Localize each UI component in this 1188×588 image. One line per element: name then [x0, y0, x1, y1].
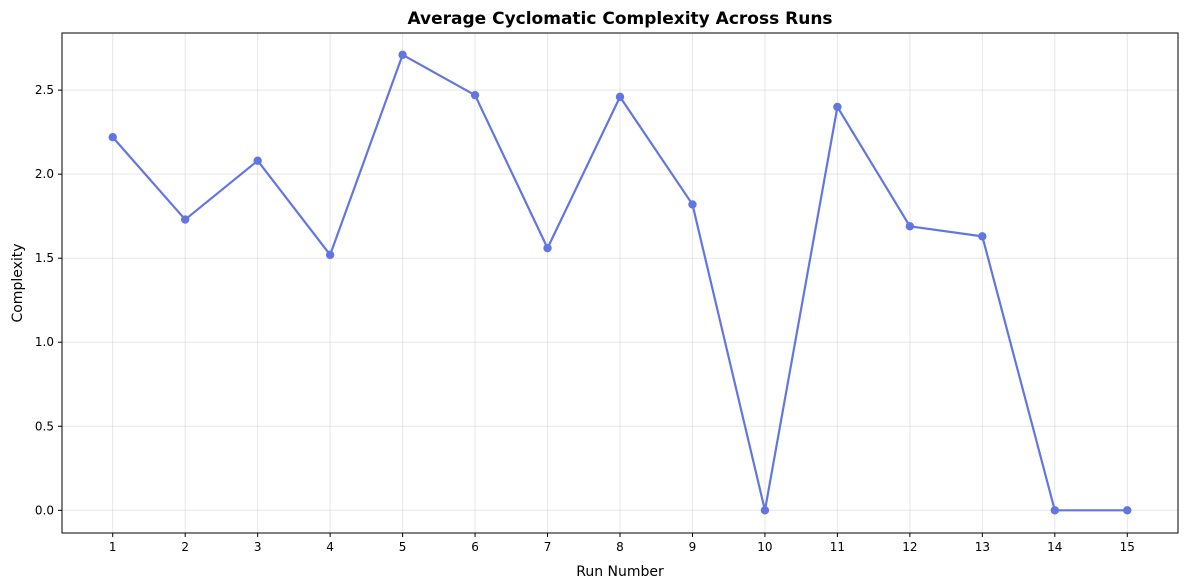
x-tick-label: 11: [830, 540, 845, 554]
data-point: [615, 92, 625, 102]
y-tick-label: 1.5: [35, 251, 54, 265]
grid: [62, 33, 1178, 533]
chart-title: Average Cyclomatic Complexity Across Run…: [407, 9, 832, 29]
x-tick-label: 3: [254, 540, 262, 554]
y-axis-ticks: 0.0 0.5 1.0 1.5 2.0 2.5: [35, 83, 62, 517]
x-tick-label: 10: [757, 540, 772, 554]
y-tick-label: 2.0: [35, 167, 54, 181]
data-point: [398, 50, 407, 60]
data-point: [180, 215, 190, 224]
x-tick-label: 7: [544, 540, 552, 554]
data-point: [253, 156, 262, 165]
y-axis-label: Complexity: [10, 243, 26, 322]
data-point: [978, 232, 987, 241]
x-tick-label: 5: [399, 540, 407, 554]
y-tick-label: 0.5: [35, 419, 54, 433]
data-point: [833, 102, 842, 112]
data-point: [470, 90, 480, 100]
y-tick-label: 2.5: [35, 83, 54, 97]
data-point: [325, 250, 335, 260]
x-tick-label: 14: [1047, 540, 1062, 554]
x-axis-ticks: 1 2 3 4 5 6 7 8 9 10 11 12 13 14 15: [109, 533, 1135, 554]
data-point: [760, 506, 770, 515]
x-tick-label: 12: [902, 540, 917, 554]
data-point: [108, 133, 117, 142]
series-layer: [108, 50, 1132, 515]
x-tick-label: 15: [1120, 540, 1135, 554]
y-tick-label: 1.0: [35, 335, 54, 349]
y-tick-label: 0.0: [35, 503, 54, 517]
x-tick-label: 13: [975, 540, 990, 554]
x-tick-label: 8: [616, 540, 624, 554]
x-tick-label: 4: [326, 540, 334, 554]
x-tick-label: 1: [109, 540, 117, 554]
data-point: [543, 243, 552, 253]
x-axis-label: Run Number: [576, 564, 664, 580]
data-point: [688, 200, 697, 209]
x-tick-label: 2: [181, 540, 189, 554]
x-tick-label: 6: [471, 540, 479, 554]
data-point: [1050, 506, 1060, 515]
data-point: [905, 222, 915, 231]
x-tick-label: 9: [689, 540, 697, 554]
data-point: [1123, 506, 1132, 515]
